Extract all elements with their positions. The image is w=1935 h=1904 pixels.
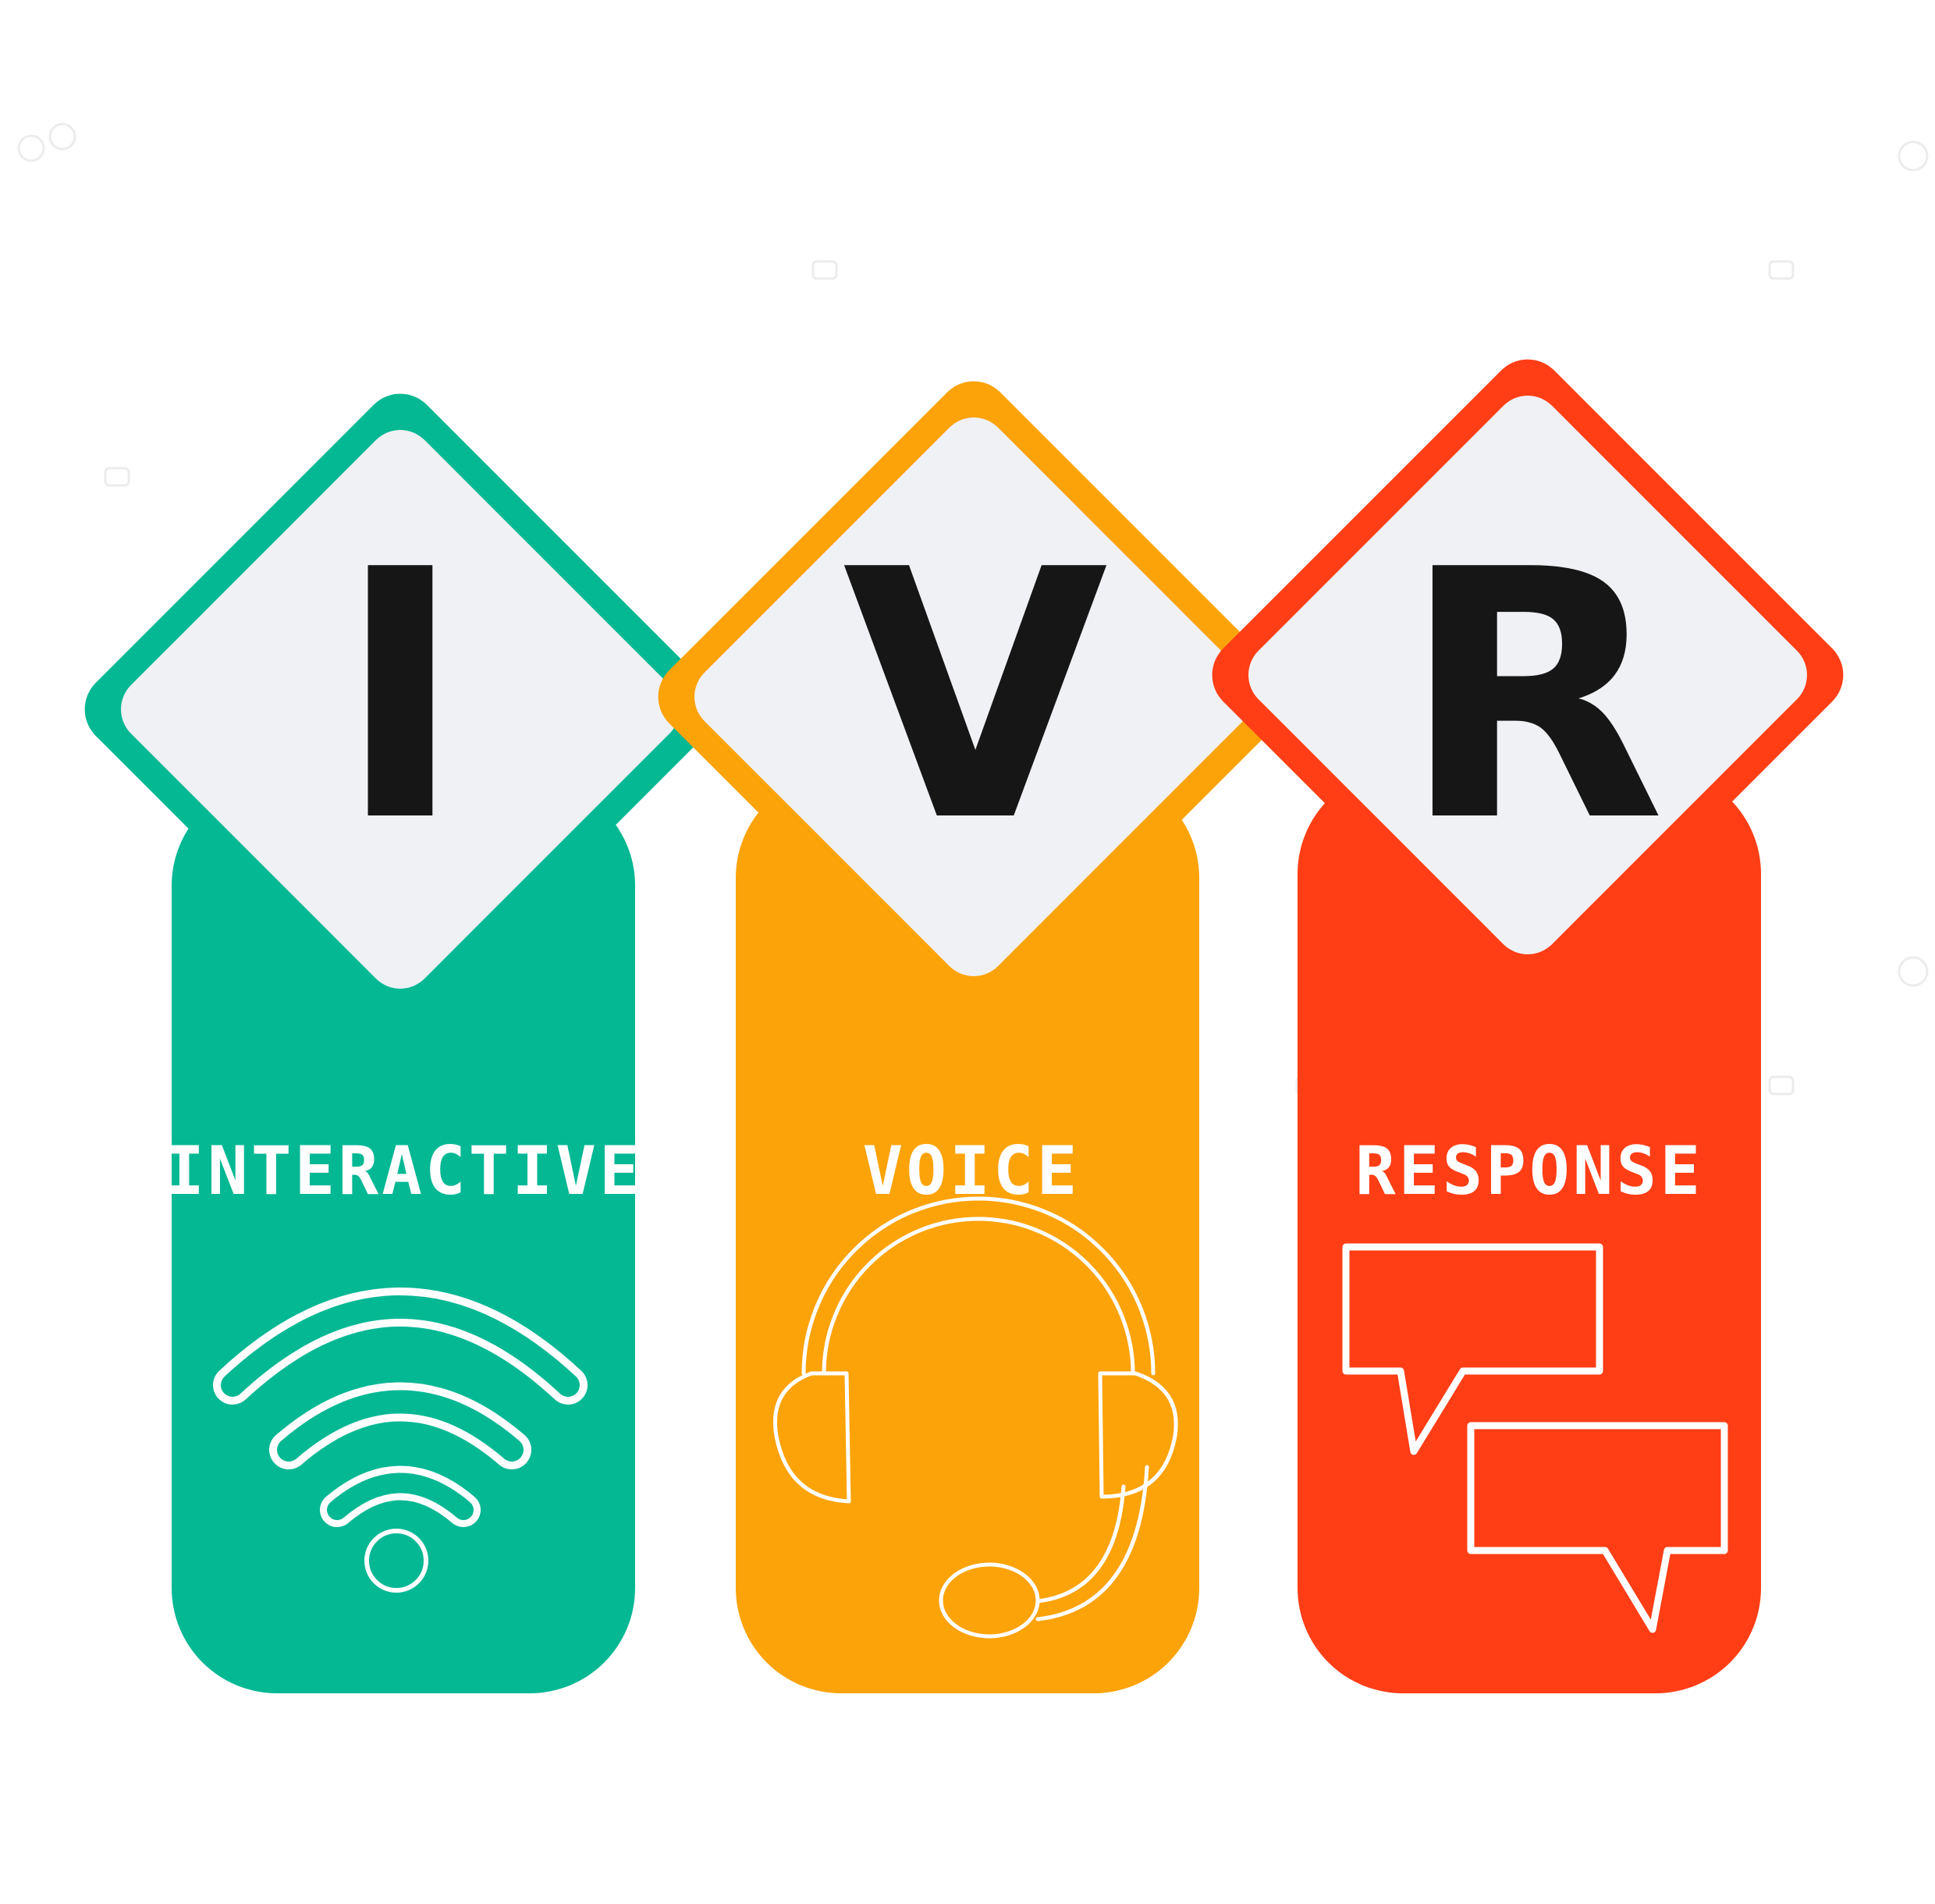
- wifi-icon: [213, 1288, 588, 1593]
- orange-banner: [736, 773, 1199, 1693]
- red-diamond-tile: [1248, 396, 1807, 954]
- word-interactive: INTERACTIVE: [164, 1132, 643, 1210]
- letter-r: R: [1401, 497, 1666, 897]
- red-banner: [1298, 769, 1761, 1693]
- column-interactive: I INTERACTIVE: [84, 393, 716, 1693]
- orange-diamond-tile: [694, 417, 1253, 976]
- word-response: RESPONSE: [1355, 1132, 1703, 1210]
- letter-v: V: [843, 497, 1111, 897]
- column-voice: V VOICE: [658, 381, 1290, 1693]
- green-diamond-tile: [121, 430, 680, 989]
- column-response: R RESPONSE: [1212, 359, 1844, 1693]
- watermark: [17, 123, 1929, 1096]
- letter-i: I: [336, 497, 464, 897]
- chat-bubbles-icon: [1342, 1243, 1728, 1633]
- headset-icon: [773, 1196, 1178, 1639]
